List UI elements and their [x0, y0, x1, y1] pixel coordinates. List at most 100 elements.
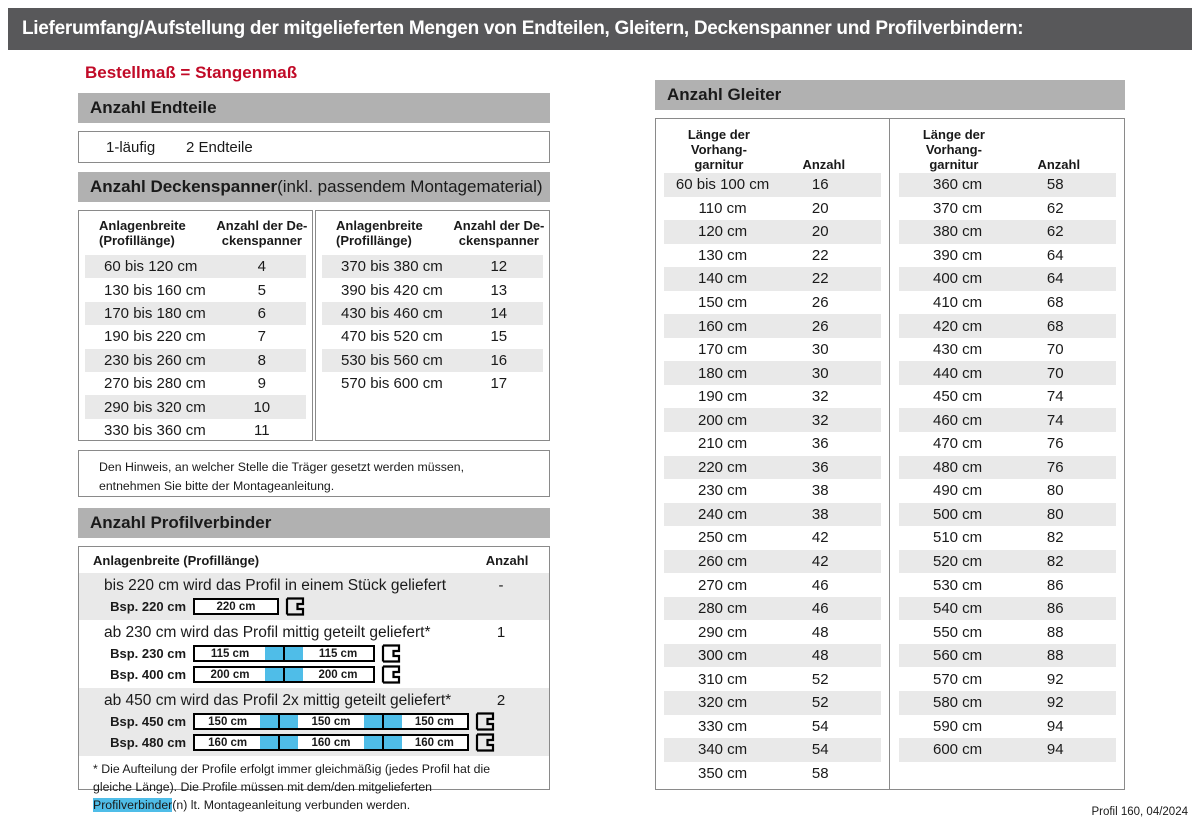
table-row: 500 cm 80	[899, 502, 1116, 527]
cell-count: 5	[257, 281, 266, 299]
cell-count: 13	[490, 281, 508, 299]
document-footer: Profil 160, 04/2024	[1091, 806, 1188, 818]
cell-length: 370 cm	[932, 199, 983, 217]
cell-count: 12	[490, 258, 508, 276]
cell-length: 360 cm	[932, 176, 983, 194]
cell-length: 530 bis 560 cm	[341, 351, 443, 369]
cell-length: 150 cm	[697, 294, 748, 311]
cell-length: 250 cm	[697, 529, 748, 547]
table-row: 530 bis 560 cm 16	[322, 348, 543, 372]
cell-length: 490 cm	[932, 482, 983, 500]
profilverbinder-section: ab 230 cm wird das Profil mittig geteilt…	[79, 620, 549, 688]
cell-length: 480 cm	[932, 458, 983, 476]
table-row: 480 cm 76	[899, 455, 1116, 480]
cell-length: 170 cm	[697, 341, 748, 359]
example-label: Bsp. 400 cm	[110, 667, 186, 682]
section-heading-endteile-label: Anzahl Endteile	[90, 98, 217, 117]
example-row: Bsp. 400 cm 200 cm 200 cm	[93, 664, 549, 685]
gleiter-table-body: 60 bis 100 cm 16 110 cm 20 120 cm 20 130 cm 22 1…	[656, 173, 889, 785]
cell-length: 310 cm	[697, 670, 748, 688]
column-header-anlagenbreite: Anlagenbreite (Profillänge)	[99, 218, 186, 248]
table-row: 330 cm 54	[664, 715, 881, 739]
cell-length: 390 bis 420 cm	[341, 281, 443, 299]
profile-segment-label: 220 cm	[216, 600, 256, 613]
cell-count: 74	[1046, 411, 1064, 429]
table-row: 470 cm 76	[899, 432, 1116, 456]
section-heading-gleiter: Anzahl Gleiter	[655, 80, 1125, 110]
example-label: Bsp. 450 cm	[110, 714, 186, 729]
table-row: 570 bis 600 cm 17	[322, 372, 543, 395]
cell-count: 20	[811, 199, 829, 217]
cell-length: 570 bis 600 cm	[341, 375, 443, 393]
footnote-highlight: Profilverbinder	[93, 797, 173, 812]
table-row: 110 cm 20	[664, 197, 881, 221]
cell-count: 52	[811, 694, 829, 712]
cell-length: 400 cm	[932, 270, 983, 288]
section-heading-deckenspanner: Anzahl Deckenspanner (inkl. passendem Mo…	[78, 172, 550, 202]
table-row: 290 cm 48	[664, 620, 881, 644]
profile-segment-label: 200 cm	[318, 668, 358, 681]
table-row: 560 cm 88	[899, 643, 1116, 668]
table-row: 410 cm 68	[899, 291, 1116, 315]
profilverbinder-section: ab 450 cm wird das Profil 2x mittig gete…	[79, 688, 549, 756]
section-heading-gleiter-label: Anzahl Gleiter	[667, 85, 782, 104]
table-row: 170 bis 180 cm 6	[85, 301, 306, 326]
example-label: Bsp. 220 cm	[110, 599, 186, 614]
cell-length: 130 bis 160 cm	[104, 281, 206, 299]
delivery-rule-text: ab 450 cm wird das Profil 2x mittig gete…	[104, 692, 452, 709]
cell-count: 58	[811, 764, 829, 782]
cell-count: 30	[811, 341, 829, 359]
cell-count: 30	[811, 364, 829, 382]
profile-segment-label: 150 cm	[414, 715, 454, 728]
cell-length: 570 cm	[932, 670, 983, 688]
example-row: Bsp. 220 cm 220 cm	[93, 596, 549, 617]
table-row: 350 cm 58	[664, 762, 881, 786]
cell-count: 22	[811, 246, 829, 264]
table-row: 490 cm 80	[899, 479, 1116, 503]
profile-segment-label: 150 cm	[311, 715, 351, 728]
gleiter-table-header: Länge der Vorhang- garnitur Anzahl	[656, 119, 889, 173]
delivery-rule-text: bis 220 cm wird das Profil in einem Stüc…	[104, 577, 447, 594]
table-row: 60 bis 100 cm 16	[664, 173, 881, 197]
table-divider	[889, 119, 890, 789]
cell-length: 190 bis 220 cm	[104, 328, 206, 346]
profilverbinder-table-header: Anlagenbreite (Profillänge) Anzahl	[79, 547, 549, 573]
endteile-row-label: 1-läufig	[106, 138, 156, 156]
profilverbinder-sections: bis 220 cm wird das Profil in einem Stüc…	[79, 573, 549, 756]
cell-count: 9	[257, 375, 266, 393]
cell-count: 82	[1046, 553, 1064, 571]
cell-count: 8	[257, 351, 266, 369]
profile-connector	[363, 713, 402, 730]
table-row: 510 cm 82	[899, 526, 1116, 550]
cell-count: 76	[1046, 458, 1064, 476]
table-row: 390 bis 420 cm 13	[322, 278, 543, 301]
cell-length: 550 cm	[932, 623, 983, 641]
table-row: 290 bis 320 cm 10	[85, 395, 306, 419]
cell-count: 82	[1046, 529, 1064, 547]
table-row: 260 cm 42	[664, 549, 881, 574]
cell-length: 230 cm	[697, 482, 748, 500]
table-row: 130 bis 160 cm 5	[85, 278, 306, 301]
cell-count: 38	[811, 505, 829, 523]
table-row: 120 cm 20	[664, 220, 881, 244]
cell-count: 68	[1046, 294, 1064, 311]
section-heading-profilverbinder-label: Anzahl Profilverbinder	[90, 513, 272, 532]
table-row: 550 cm 88	[899, 620, 1116, 644]
section-heading-profilverbinder: Anzahl Profilverbinder	[78, 508, 550, 538]
gleiter-table-right: Länge der Vorhang- garnitur Anzahl 360 c…	[891, 119, 1124, 762]
table-row: 240 cm 38	[664, 502, 881, 527]
cell-length: 410 cm	[932, 294, 983, 311]
table-row: 430 cm 70	[899, 338, 1116, 362]
cell-length: 260 cm	[697, 553, 748, 571]
cell-length: 300 cm	[697, 647, 748, 665]
cell-count: 7	[257, 328, 266, 346]
cell-length: 440 cm	[932, 364, 983, 382]
cell-length: 230 bis 260 cm	[104, 351, 206, 369]
table-row: 440 cm 70	[899, 361, 1116, 385]
order-size-note: Bestellmaß = Stangenmaß	[85, 63, 298, 82]
footnote-text: * Die Aufteilung der Profile erfolgt imm…	[93, 762, 491, 794]
cell-count: 70	[1046, 341, 1064, 359]
profile-connector	[265, 666, 303, 683]
deckenspanner-table-body: 370 bis 380 cm 12 390 bis 420 cm 13 430 bis …	[316, 255, 549, 395]
cell-length: 520 cm	[932, 553, 983, 571]
